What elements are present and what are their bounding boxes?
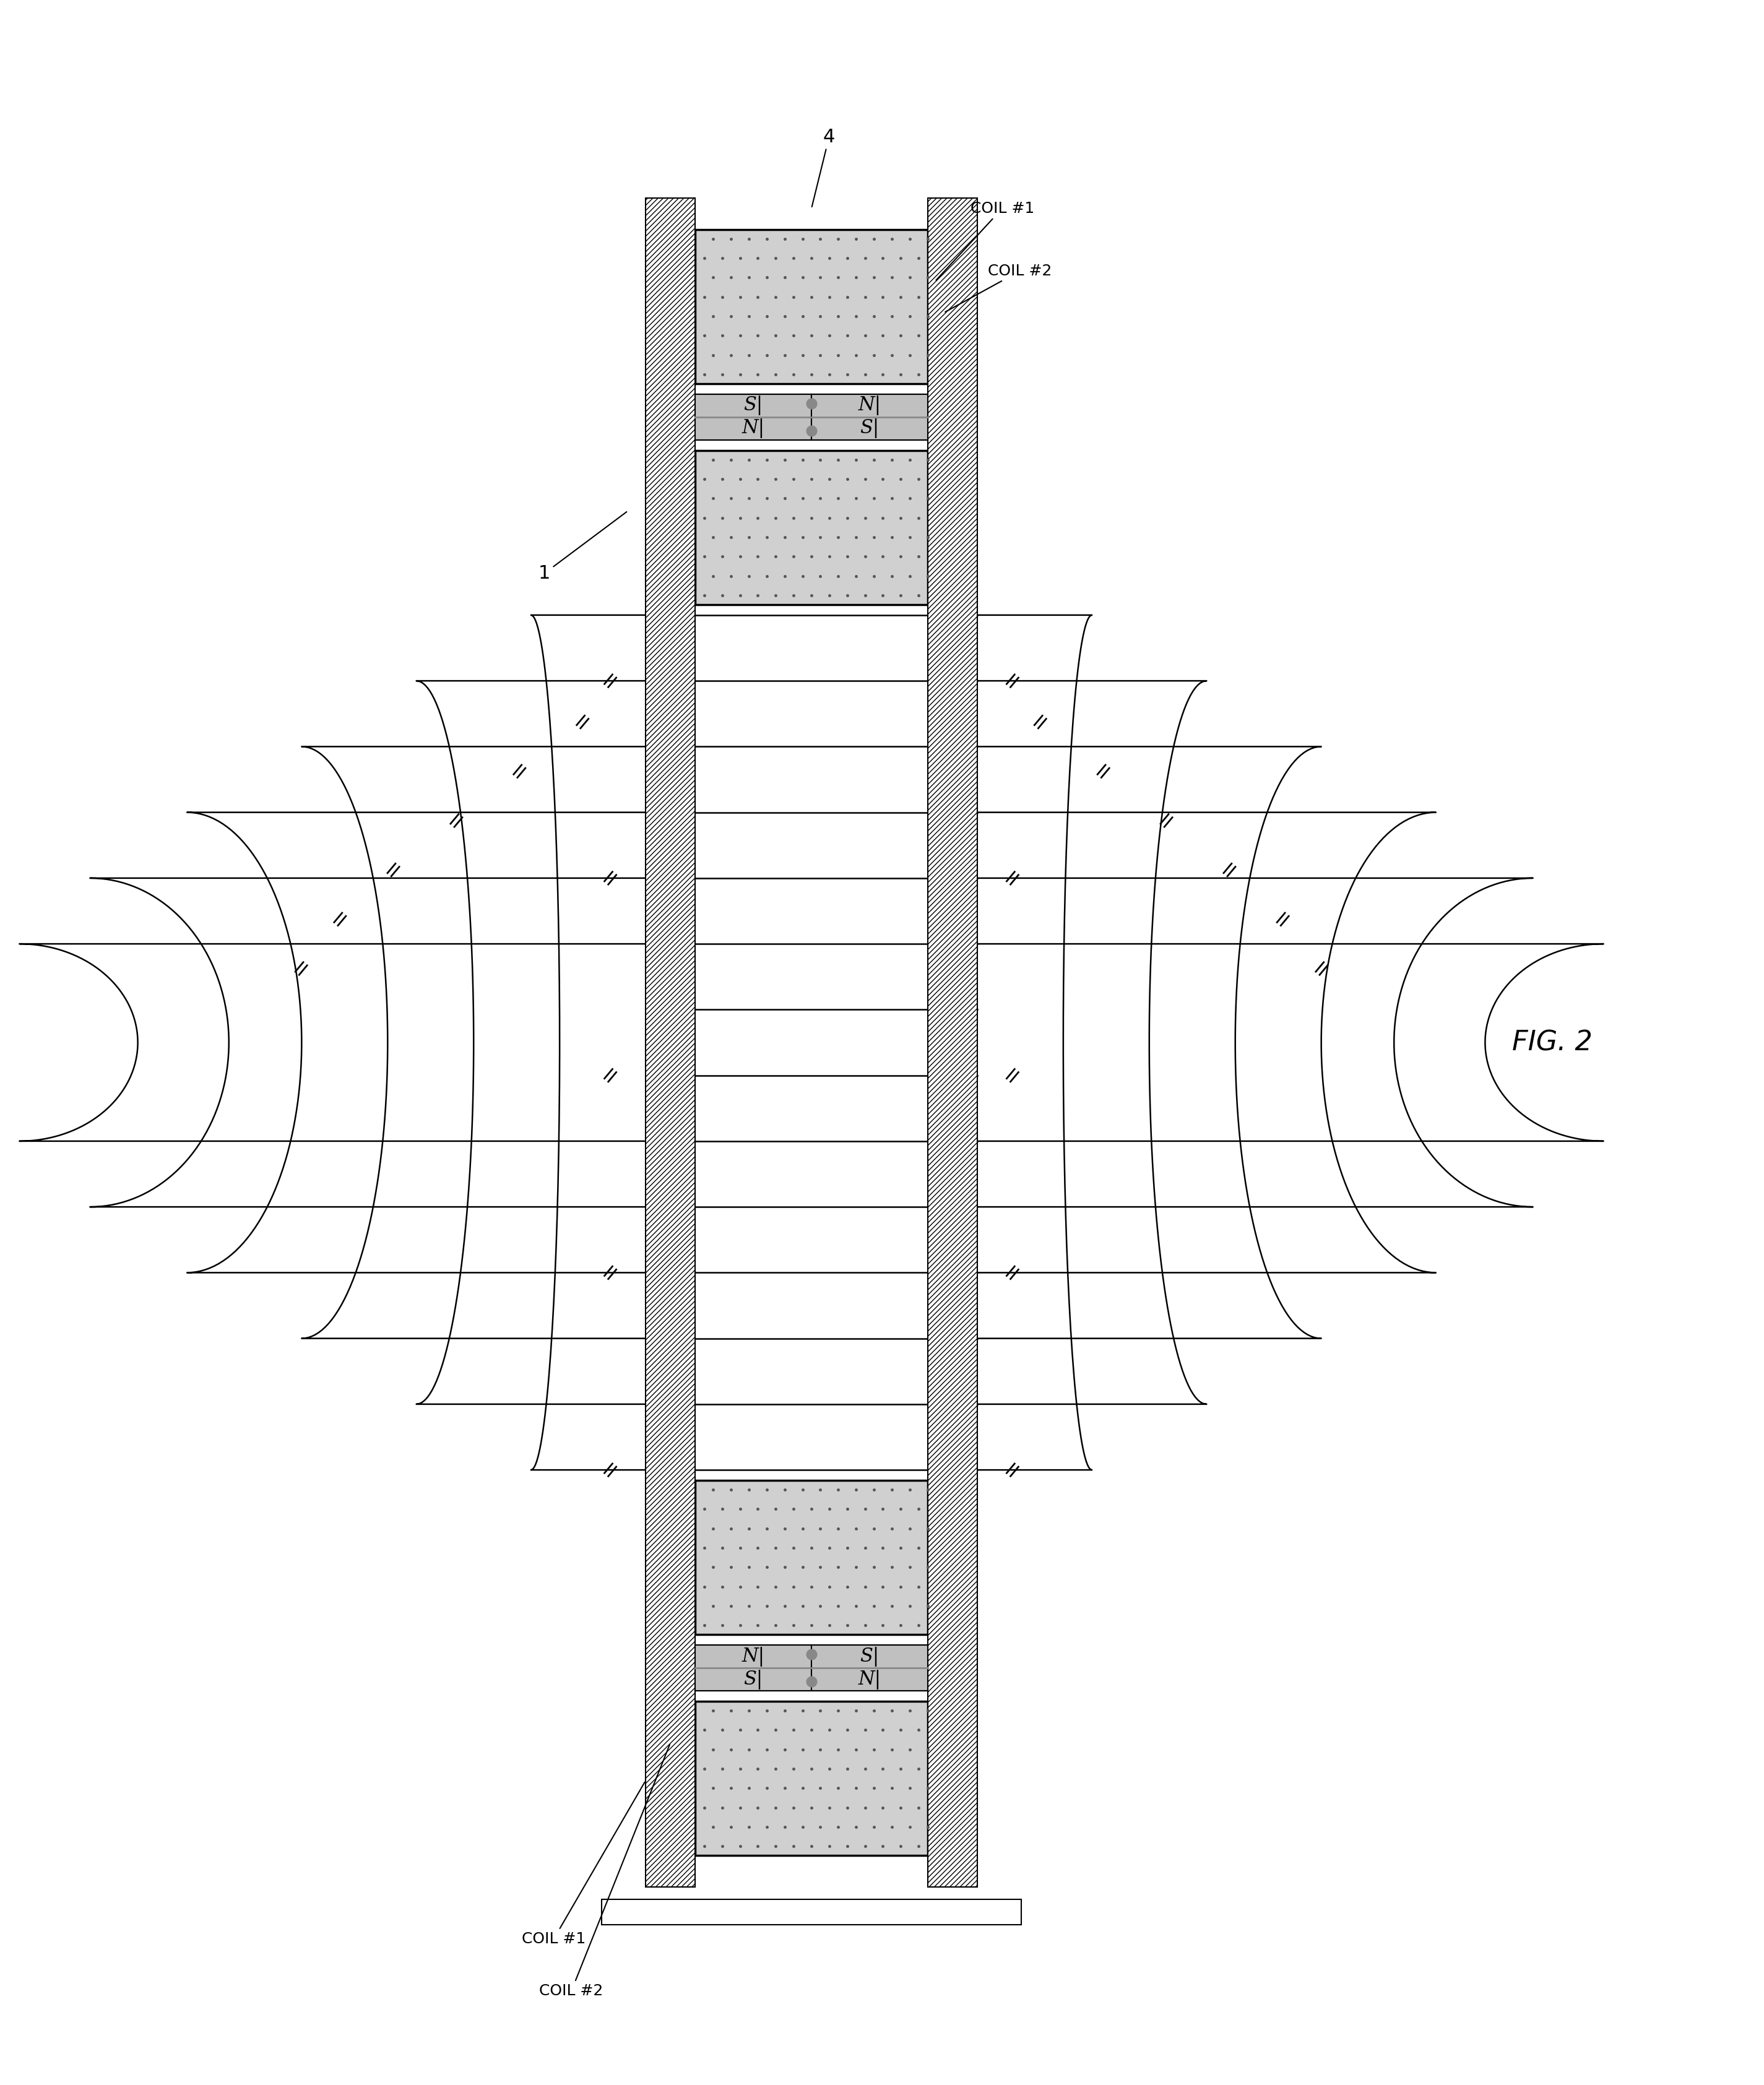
Bar	[695, 1480, 928, 1635]
Text: N|: N|	[859, 396, 880, 415]
Bar	[928, 198, 977, 1887]
Text: FIG. 2: FIG. 2	[1512, 1030, 1593, 1055]
Text: N|: N|	[743, 419, 764, 438]
Text: COIL #2: COIL #2	[540, 1745, 670, 2000]
Bar	[811, 394, 928, 440]
Text: N|: N|	[859, 1670, 880, 1689]
Text: COIL #2: COIL #2	[946, 263, 1051, 313]
Text: N|: N|	[743, 1647, 764, 1666]
Text: S|: S|	[861, 419, 878, 438]
Text: 4: 4	[811, 127, 834, 206]
Text: COIL #1: COIL #1	[522, 1783, 646, 1947]
Text: S|: S|	[744, 396, 762, 415]
Bar	[695, 1645, 811, 1691]
Bar	[646, 198, 695, 1887]
Bar	[695, 450, 928, 605]
Text: S|: S|	[744, 1670, 762, 1689]
Text: COIL #1: COIL #1	[937, 200, 1034, 279]
Bar	[811, 1645, 928, 1691]
Text: 1: 1	[538, 511, 626, 582]
Text: S|: S|	[861, 1647, 878, 1666]
Bar	[695, 1701, 928, 1856]
Bar	[695, 229, 928, 384]
Bar	[602, 1899, 1021, 1924]
Bar	[695, 394, 811, 440]
